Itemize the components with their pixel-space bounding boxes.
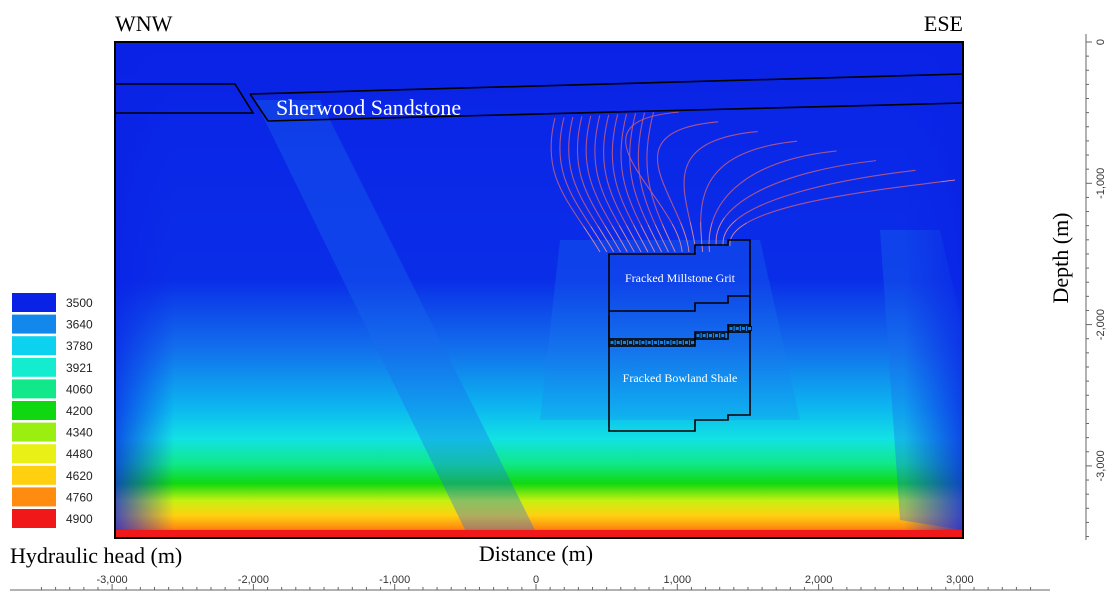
fracture-square [622,340,627,345]
flowpath-highlight [716,160,877,247]
flowpath-highlight [550,117,601,253]
flowpath-highlight [700,140,798,253]
legend-swatch [12,401,56,420]
flowpath-highlight [646,112,676,253]
head-field [115,42,963,538]
flowpath-highlight [603,114,642,253]
flowpath-highlight [594,115,635,253]
fracture-square [690,340,695,345]
fracture-square [671,340,677,345]
legend-value: 3640 [66,318,93,332]
flowpath-highlight [585,115,628,253]
legend-value: 3780 [66,339,93,353]
fracture-square [640,340,646,345]
flowpath-highlight [577,116,621,253]
flowpath-highlight [657,121,719,253]
sherwood-layer [115,73,964,122]
fracture-square [701,333,707,338]
flowpath-highlight [620,113,656,253]
legend-swatch [12,357,56,377]
legend-value: 4620 [66,469,93,483]
fracture-square [695,333,701,338]
x-axis-title: Distance (m) [479,541,593,566]
flowpath-highlight [612,114,649,253]
legend-swatch [12,422,56,442]
legend-swatch [12,509,56,528]
fracture-square [665,340,671,345]
x-tick-label: -3,000 [96,574,127,586]
y-axis-title: Depth (m) [1048,212,1073,303]
millstone-grit-label: Fracked Millstone Grit [625,271,736,285]
legend-swatch [12,465,56,485]
legend-value: 4340 [66,426,93,440]
legend-value: 3500 [66,296,93,310]
fracture-square [708,333,713,338]
legend-value: 4200 [66,404,93,418]
fracture-square [646,340,652,345]
y-tick-label: -1,000 [1095,168,1107,199]
x-tick-label: 2,000 [805,574,833,586]
fracture-square [741,326,746,331]
bowland-shale-label: Fracked Bowland Shale [623,371,738,385]
fracture-square [653,340,658,345]
flowpath-highlight [683,131,758,253]
sherwood-sandstone-label: Sherwood Sandstone [276,95,461,120]
legend-value: 3921 [66,361,93,375]
fracture-square [609,340,615,345]
legend-value: 4900 [66,512,93,526]
colorbar-title: Hydraulic head (m) [10,543,182,568]
flowpath-highlight [722,170,916,247]
fracture-ladder [609,326,752,345]
legend-value: 4060 [66,382,93,396]
y-tick-label: 0 [1095,39,1107,45]
fracture-square [714,333,719,338]
flowpath-highlight [559,117,608,253]
x-tick-label: 0 [533,574,539,586]
fracture-square [720,333,726,338]
fracture-square [747,326,752,331]
legend-swatch [12,444,56,464]
colorbar-legend: 3500 3640 3780 3921 4060 4200 4340 4480 4620 4760… [12,293,93,528]
legend-value: 4760 [66,490,93,504]
plot-frame [114,41,964,539]
x-tick-label: 3,000 [946,574,974,586]
y-tick-label: -2,000 [1095,309,1107,340]
y-tick-label: -3,000 [1095,450,1107,481]
legend-swatch [12,293,56,312]
flowpath-highlight [625,111,683,253]
fracture-square [634,340,640,345]
legend-value: 4480 [66,447,93,461]
legend-swatch [12,336,56,356]
legend-swatch [12,487,56,507]
x-axis: -3,000 -2,000 -1,000 0 1,000 2,000 3,000 [10,574,1050,591]
fracture-square [628,340,633,345]
flowpath-highlight [629,113,662,253]
flowpath-highlight [568,116,614,253]
y-axis: 0 -1,000 -2,000 -3,000 [1085,34,1107,540]
flowpath-highlight [638,112,669,253]
legend-swatch [12,379,56,399]
fracture-square [615,340,621,345]
fracture-square [684,340,689,345]
fracture-square [728,326,734,331]
fracture-square [659,340,664,345]
fracture-square [734,326,740,331]
flowpath-highlight [708,150,837,253]
legend-swatch [12,314,56,334]
x-tick-label: -2,000 [238,574,269,586]
flowpaths [550,111,956,253]
x-tick-label: -1,000 [379,574,410,586]
fracture-square [677,340,683,345]
ese-label: ESE [924,11,963,36]
x-tick-label: 1,000 [664,574,692,586]
flowpath-highlight [729,179,956,247]
wnw-label: WNW [115,11,173,36]
